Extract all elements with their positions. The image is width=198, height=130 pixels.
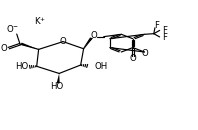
Text: O: O (0, 44, 7, 53)
Text: HO: HO (50, 82, 64, 91)
Text: O: O (91, 31, 98, 40)
Polygon shape (20, 43, 39, 49)
Polygon shape (83, 37, 93, 48)
Text: F: F (154, 21, 159, 30)
Text: O: O (129, 54, 136, 63)
Text: HO: HO (15, 62, 28, 72)
Polygon shape (57, 73, 60, 83)
Text: F: F (162, 33, 167, 42)
Text: O: O (141, 48, 148, 58)
Text: F: F (162, 25, 167, 35)
Text: OH: OH (95, 61, 108, 71)
Text: K$^{+}$: K$^{+}$ (33, 15, 46, 27)
Text: O$^{-}$: O$^{-}$ (6, 23, 19, 34)
Text: O: O (60, 37, 67, 46)
